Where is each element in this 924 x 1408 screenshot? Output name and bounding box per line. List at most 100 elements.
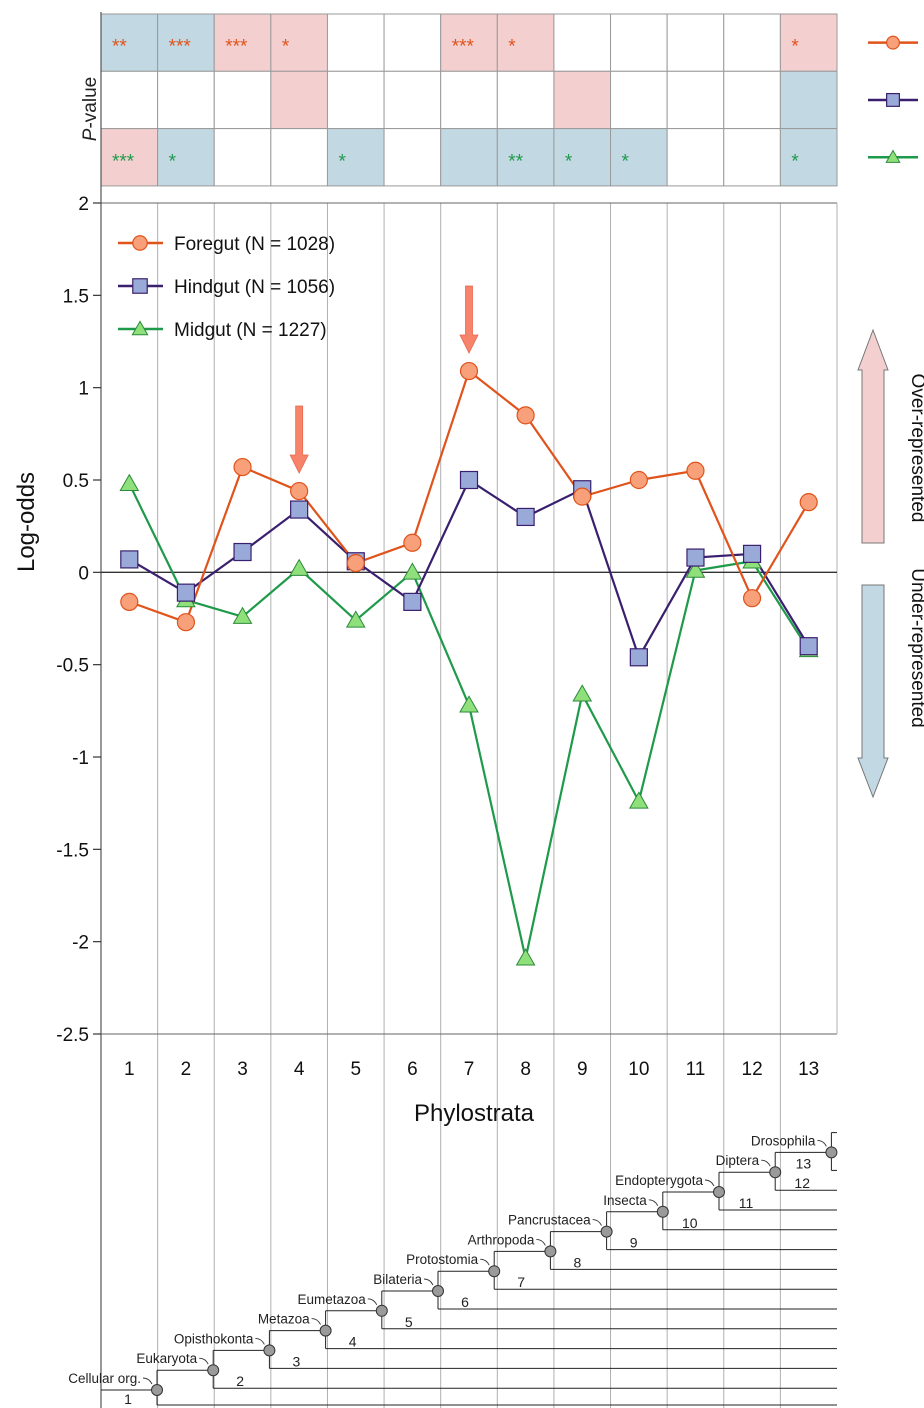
legend-marker-foregut [886,35,900,50]
tree-label-connector [142,1377,153,1385]
p-value-label-p: P [80,128,101,141]
highlight-arrow-4 [289,405,309,474]
data-point-foregut [742,589,762,608]
p-value-cell-foregut [553,13,612,72]
tree-node-8 [544,1245,557,1258]
log-odds-line-chart: 21.510.50-0.5-1-1.5-2-2.51 2 3 4 5 6 7 8 9 10 11 12… [56,12,838,1408]
p-value-cell-midgut [213,128,272,187]
p-value-cell-foregut [723,13,781,72]
tree-node-6 [432,1285,444,1297]
p-value-cell-hindgut [496,70,555,130]
data-point-midgut [345,610,366,628]
x-axis-label: Phylostrata [414,1100,535,1127]
y-tick-label: 1 [78,379,89,400]
p-value-legend-markers [868,35,918,163]
tree-node-4 [319,1324,332,1337]
chart-legend-label-foregut: Foregut (N = 1028) [174,234,335,255]
data-point-midgut [572,684,593,702]
p-value-stars-foregut: * [282,37,290,58]
p-value-stars-midgut: * [791,151,799,172]
p-value-cell-foregut [666,13,725,72]
tree-label-connector [761,1159,771,1167]
p-value-cell-hindgut [383,70,442,130]
tree-label-connector [536,1238,546,1246]
tree-label-connector [311,1318,322,1325]
series-line-midgut [128,483,810,959]
tree-stratum-number-12: 12 [794,1175,810,1191]
p-value-cell-midgut [383,128,442,187]
tree-stratum-number-13: 13 [796,1155,812,1171]
p-value-cell-hindgut [779,70,838,130]
p-value-stars-midgut: * [565,151,573,172]
p-value-heatmap: ** *** *** * *** * **** * * ** * * * [100,13,838,187]
data-point-foregut [290,481,309,501]
p-value-stars-midgut: *** [112,151,135,172]
highlight-arrow-7 [459,285,479,354]
p-value-stars-foregut: *** [452,37,475,58]
under-represented-arrow [857,584,889,799]
p-value-cell-hindgut [723,70,781,130]
tree-stratum-number-11: 11 [739,1195,754,1211]
p-value-cell-midgut [157,128,215,187]
tree-clade-label-1: Cellular org. [68,1371,141,1386]
p-value-stars-midgut: * [622,151,630,172]
data-point-hindgut [290,500,309,519]
chart-legend-label-midgut: Midgut (N = 1227) [174,320,327,341]
tree-node-5 [375,1304,388,1317]
p-value-cell-hindgut [326,70,385,130]
tree-clade-label-13: Drosophila [751,1133,816,1148]
tree-label-connector [592,1219,603,1226]
tree-label-connector [480,1258,490,1266]
p-value-cell-foregut [610,13,668,72]
y-tick-label: -1 [72,748,89,769]
data-point-midgut [628,791,649,809]
y-tick-label: -2.5 [56,1025,89,1046]
tree-node-9 [600,1225,613,1238]
p-value-stars-midgut: * [338,151,346,172]
data-point-foregut [233,457,252,477]
x-tick-label: 1 [124,1059,135,1080]
p-value-cell-hindgut [553,70,612,130]
p-value-stars-foregut: ** [112,37,127,58]
y-tick-label: 0.5 [63,471,89,492]
data-point-midgut [119,473,140,491]
tree-stratum-number-3: 3 [293,1353,301,1369]
data-point-hindgut [742,544,762,563]
p-value-cell-hindgut [270,70,328,130]
p-value-cell-hindgut [213,70,272,130]
p-value-cell-foregut [383,13,442,72]
tree-label-connector [704,1179,715,1187]
data-point-foregut [686,461,705,480]
p-value-cell-foregut [326,13,385,72]
tree-node-10 [656,1205,669,1218]
p-value-stars-midgut: ** [508,151,523,172]
p-value-cell-foregut [270,13,328,72]
tree-clade-label-12: Diptera [716,1153,760,1168]
data-point-hindgut [629,648,648,667]
y-axis-label: Log-odds [13,472,40,572]
chart-legend-marker-hindgut [132,278,148,294]
tree-label-connector [817,1139,827,1147]
data-point-foregut [176,613,196,632]
data-point-midgut [685,560,706,578]
tree-label-connector [255,1337,265,1345]
data-point-foregut [516,406,535,425]
tree-clade-label-5: Eumetazoa [298,1292,367,1307]
p-value-cell-midgut [440,128,498,187]
p-value-cell-midgut [326,128,385,187]
x-tick-label: 9 [577,1059,588,1080]
tree-clade-label-8: Arthropoda [468,1232,535,1247]
tree-clade-label-3: Opisthokonta [174,1331,254,1346]
data-point-foregut [799,493,818,512]
tree-node-2 [207,1364,220,1377]
data-point-hindgut [686,548,705,567]
representation-arrows [857,328,889,799]
p-value-cell-midgut [779,128,838,187]
x-tick-label: 3 [237,1059,248,1080]
data-point-foregut [459,361,479,381]
y-tick-label: 1.5 [63,286,89,307]
data-point-foregut [573,487,592,506]
p-value-stars-foregut: *** [225,37,248,58]
p-value-cell-foregut [779,13,838,72]
